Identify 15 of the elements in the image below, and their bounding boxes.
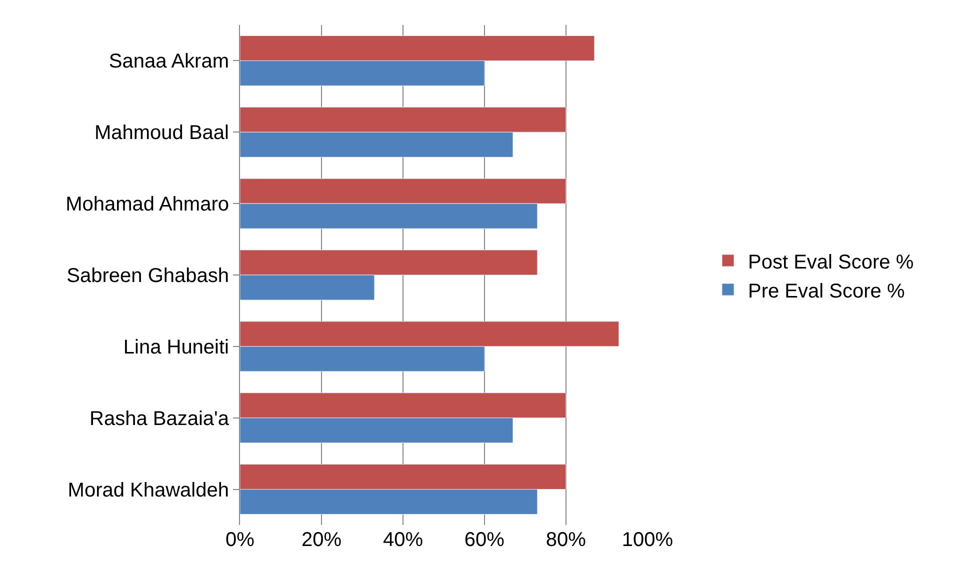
- x-tick-label: 60%: [464, 529, 505, 551]
- x-tick-label: 20%: [301, 529, 342, 551]
- x-tick-label: 0%: [226, 529, 255, 551]
- x-tick-label: 100%: [622, 529, 674, 551]
- y-tick-label: Lina Huneiti: [123, 336, 229, 358]
- legend-label: Post Eval Score %: [748, 251, 914, 274]
- y-tick-label: Sabreen Ghabash: [66, 265, 229, 287]
- legend-label: Pre Eval Score %: [748, 280, 905, 302]
- y-tick-label: Mahmoud Baal: [94, 122, 229, 144]
- x-tick-label: 80%: [546, 529, 586, 551]
- x-tick-label: 40%: [382, 529, 424, 551]
- y-tick-label: Morad Khawaldeh: [68, 479, 229, 502]
- y-tick-label: Rasha Bazaia'a: [90, 408, 230, 430]
- y-tick-label: Sanaa Akram: [108, 50, 229, 73]
- y-tick-label: Mohamad Ahmaro: [66, 194, 229, 216]
